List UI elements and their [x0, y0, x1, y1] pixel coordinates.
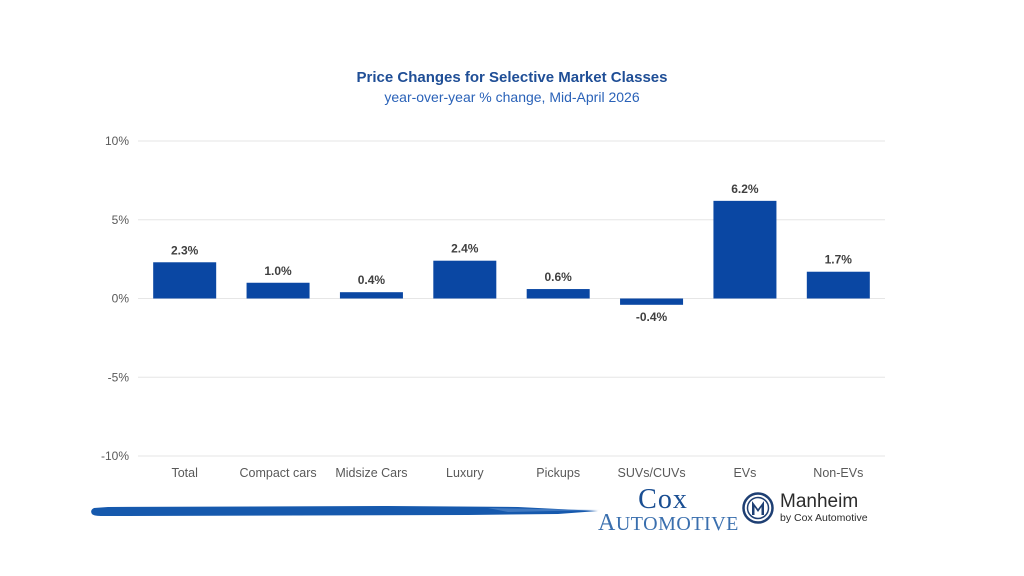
x-tick-label: EVs — [733, 466, 756, 480]
x-tick-label: Compact cars — [240, 466, 317, 480]
bar — [339, 292, 403, 299]
brush-stroke-decoration — [91, 506, 600, 516]
bar — [806, 271, 870, 299]
bar — [153, 262, 217, 299]
x-tick-label: Non-EVs — [813, 466, 863, 480]
bar — [713, 200, 777, 299]
y-tick-label: -5% — [108, 370, 130, 384]
x-axis-ticks: Total Compact cars Midsize Cars Luxury Picku… — [171, 466, 863, 480]
chart-subtitle: year-over-year % change, Mid-April 2026 — [384, 89, 640, 105]
bar — [433, 260, 497, 299]
data-label: -0.4% — [636, 310, 668, 324]
data-label: 0.4% — [358, 273, 386, 287]
manheim-name: Manheim — [780, 491, 859, 512]
bar — [620, 298, 684, 305]
data-label: 2.3% — [171, 243, 199, 257]
y-tick-label: 0% — [112, 292, 130, 306]
data-label: 0.6% — [545, 270, 573, 284]
cox-logo-line1: Cox — [638, 484, 688, 515]
bar — [526, 289, 590, 299]
manheim-byline: by Cox Automotive — [780, 512, 868, 524]
x-tick-label: Midsize Cars — [335, 466, 407, 480]
y-tick-label: 5% — [112, 213, 130, 227]
bars — [153, 200, 870, 305]
data-label: 1.7% — [825, 253, 853, 267]
y-axis-ticks: 10% 5% 0% -5% -10% — [101, 134, 129, 463]
bar-chart: 10% 5% 0% -5% -10% 2.3% 1.0% 0.4% 2.4% 0.6% -0.4%… — [101, 134, 885, 480]
manheim-logo: Manheim by Cox Automotive — [742, 492, 868, 524]
data-label: 1.0% — [264, 264, 292, 278]
y-tick-label: -10% — [101, 449, 129, 463]
bar — [246, 282, 310, 299]
data-label: 6.2% — [731, 182, 759, 196]
data-label: 2.4% — [451, 242, 479, 256]
cox-automotive-logo: Cox Automotive — [598, 484, 738, 536]
x-tick-label: SUVs/CUVs — [618, 466, 686, 480]
manheim-text: Manheim by Cox Automotive — [780, 491, 868, 525]
cox-logo-rest: utomotive — [615, 513, 739, 535]
chart-title: Price Changes for Selective Market Class… — [356, 69, 668, 86]
x-tick-label: Total — [171, 466, 197, 480]
x-tick-label: Pickups — [536, 466, 580, 480]
y-tick-label: 10% — [105, 134, 129, 148]
cox-logo-line2: Automotive — [598, 510, 738, 536]
data-labels: 2.3% 1.0% 0.4% 2.4% 0.6% -0.4% 6.2% 1.7% — [171, 182, 852, 324]
manheim-m-icon — [742, 492, 774, 524]
x-tick-label: Luxury — [446, 466, 484, 480]
cox-logo-initial: A — [598, 510, 616, 536]
